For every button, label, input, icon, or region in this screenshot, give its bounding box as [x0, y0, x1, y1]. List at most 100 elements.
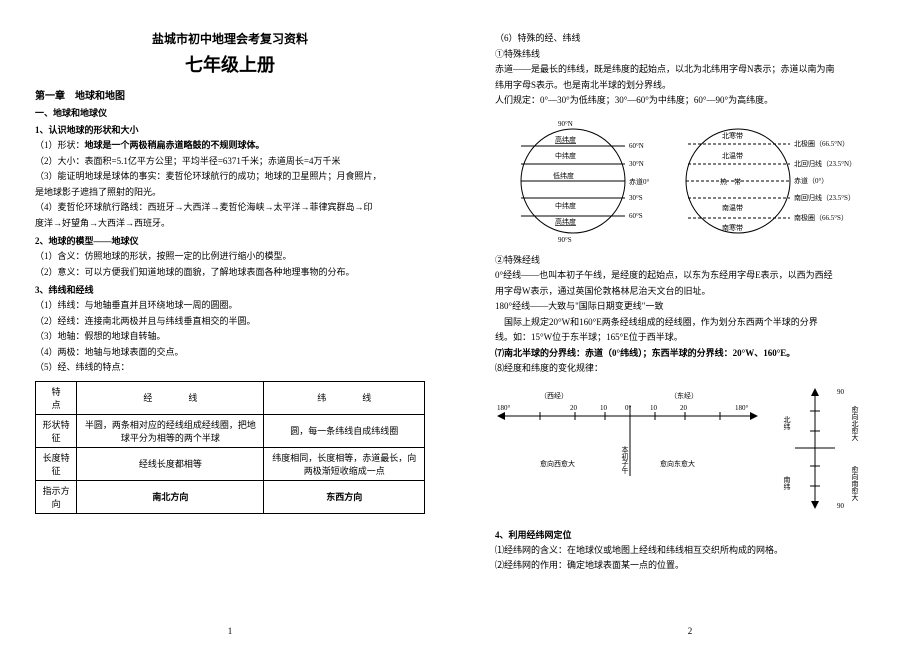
td: 形状特征 [36, 414, 77, 447]
body-line: （1）含义：仿照地球的形状，按照一定的比例进行缩小的模型。 [35, 250, 425, 264]
svg-label: 低纬度 [553, 171, 574, 180]
section-1: 一、地球和地球仪 [35, 106, 425, 119]
svg-label: 90 [837, 502, 845, 510]
svg-label: 南回归线（23.5°S） [794, 193, 855, 202]
svg-label: 北纬 [783, 416, 791, 431]
body-line: 赤道——是最长的纬线，既是纬度的起始点，以北为北纬用字母N表示；赤道以南为南 [495, 63, 885, 77]
diagram-row: 90°N 高纬度 中纬度 低纬度 中纬度 高纬度 90°S 60°N 30°N … [495, 116, 885, 246]
section-4: 4、利用经纬网定位 [495, 528, 885, 541]
body-line: （3）能证明地球是球体的事实：麦哲伦环球航行的成功；地球的卫星照片；月食照片， [35, 170, 425, 184]
txt: 圆，每一条纬线自成纬线圈 [290, 426, 398, 436]
table-row: 形状特征 半圆，两条相对应的经线组成经线圈，把地球平分为相等的两个半球 圆，每一… [36, 414, 425, 447]
chapter-heading: 第一章 地球和地图 [35, 87, 425, 102]
svg-label: 热 带 [720, 177, 741, 186]
td: 经线长度都相等 [77, 447, 264, 480]
section-1-3: 3、纬线和经线 [35, 283, 425, 296]
feature-table: 特 点 经 线 纬 线 形状特征 半圆，两条相对应的经线组成经线圈，把地球平分为… [35, 381, 425, 514]
svg-label: 10 [600, 404, 608, 412]
td: 半圆，两条相对应的经线组成经线圈，把地球平分为相等的两个半球 [77, 414, 264, 447]
svg-label: 愈向北愈大 [851, 405, 859, 442]
body-line: （2）经线：连接南北两极并且与纬线垂直相交的半圆。 [35, 315, 425, 329]
svg-label: 30°S [629, 194, 643, 202]
body-line: ⑴经纬网的含义：在地球仪或地图上经线和纬线相互交织所构成的网格。 [495, 544, 885, 558]
table-row: 指示方向 南北方向 东西方向 [36, 480, 425, 513]
svg-label: 90 [837, 388, 845, 396]
body-line: 用字母W表示，通过英国伦敦格林尼治天文台的旧址。 [495, 285, 885, 299]
svg-label: 中纬度 [555, 201, 576, 210]
page-number: 1 [0, 626, 460, 636]
body-line: 度洋→好望角→大西洋→西班牙。 [35, 217, 425, 231]
svg-label: 30°N [629, 160, 644, 168]
svg-label: 90°S [558, 236, 572, 244]
th: 特 点 [36, 381, 77, 414]
body-line: ①特殊纬线 [495, 48, 885, 62]
climate-zone-diagram: 北寒带 北温带 热 带 南温带 南寒带 北极圈（66.5°N） 北回归线（23.… [678, 116, 878, 246]
body-line: （4）两极：地轴与地球表面的交点。 [35, 346, 425, 360]
svg-label: 北极圈（66.5°N） [794, 139, 849, 148]
svg-label: 60°S [629, 212, 643, 220]
body-line: （2）大小：表面积=5.1亿平方公里；平均半径=6371千米；赤道周长=4万千米 [35, 155, 425, 169]
td: 南北方向 [77, 480, 264, 513]
td: 圆，每一条纬线自成纬线圈 [264, 414, 425, 447]
txt-bold: 地球是一个两极稍扁赤道略鼓的不规则球体。 [85, 140, 265, 150]
txt: 半圆，两条相对应的经线组成经线圈，把地球平分为相等的两个半球 [85, 420, 256, 443]
svg-label: 90°N [558, 120, 573, 128]
svg-label: 愈向南愈大 [851, 465, 859, 502]
body-line: 线。如：15°W位于东半球；165°E位于西半球。 [495, 331, 885, 345]
svg-label: 愈向东愈大 [660, 459, 695, 468]
td: 长度特征 [36, 447, 77, 480]
svg-label: （东经） [670, 391, 698, 400]
body-line: 人们规定：0°—30°为低纬度；30°—60°为中纬度；60°—90°为高纬度。 [495, 94, 885, 108]
svg-label: 20 [680, 404, 688, 412]
svg-label: 180° [497, 404, 511, 412]
td: 东西方向 [264, 480, 425, 513]
body-line: （1）形状：地球是一个两极稍扁赤道略鼓的不规则球体。 [35, 139, 425, 153]
table-row: 特 点 经 线 纬 线 [36, 381, 425, 414]
svg-label: 本初子午 [621, 445, 629, 475]
svg-label: 高纬度 [555, 217, 576, 226]
th: 经 线 [77, 381, 264, 414]
body-line: 0°经线——也叫本初子午线，是经度的起始点，以东为东经用字母E表示，以西为西经 [495, 269, 885, 283]
svg-label: 南温带 [722, 203, 743, 212]
table-row: 长度特征 经线长度都相等 纬度相同，长度相等，赤道最长，向两极渐短收缩成一点 [36, 447, 425, 480]
body-line: ⑵经纬网的作用：确定地球表面某一点的位置。 [495, 559, 885, 573]
txt: （1）形状： [35, 140, 85, 150]
section-1-2: 2、地球的模型——地球仪 [35, 234, 425, 247]
body-line: （4）麦哲伦环球航行路线：西班牙→大西洋→麦哲伦海峡→太平洋→菲律宾群岛→印 [35, 201, 425, 215]
body-line: （1）纬线：与地轴垂直并且环绕地球一周的圆圈。 [35, 299, 425, 313]
latitude-circle-diagram: 90°N 高纬度 中纬度 低纬度 中纬度 高纬度 90°S 60°N 30°N … [503, 116, 663, 246]
svg-label: 中纬度 [555, 151, 576, 160]
svg-label: 10 [650, 404, 658, 412]
svg-label: （西经） [540, 391, 568, 400]
body-line: 国际上规定20°W和160°E两条经线组成的经线圈，作为划分东西两个半球的分界 [495, 316, 885, 330]
body-line: （3）地轴：假想的地球自转轴。 [35, 330, 425, 344]
svg-label: 北温带 [722, 151, 743, 160]
svg-label: 高纬度 [555, 135, 576, 144]
section-1-1: 1、认识地球的形状和大小 [35, 123, 425, 136]
body-line: ⑺南北半球的分界线：赤道（0°纬线）；东西半球的分界线：20°W、160°E。 [495, 347, 885, 361]
svg-label: 0° [625, 404, 632, 412]
td: 纬度相同，长度相等，赤道最长，向两极渐短收缩成一点 [264, 447, 425, 480]
body-line: 是地球影子遮挡了照射的阳光。 [35, 186, 425, 200]
svg-label: 北寒带 [722, 131, 743, 140]
axis-diagram: （西经） （东经） 180° 20 10 0° 10 20 180° 本初子午 … [495, 386, 885, 518]
body-line: ②特殊经线 [495, 254, 885, 268]
svg-label: 180° [735, 404, 749, 412]
left-page: 盐城市初中地理会考复习资料 七年级上册 第一章 地球和地图 一、地球和地球仪 1… [0, 0, 460, 651]
th: 纬 线 [264, 381, 425, 414]
body-line: （6）特殊的经、纬线 [495, 32, 885, 46]
svg-label: 愈向西愈大 [540, 459, 575, 468]
svg-label: 南极圈（66.5°S） [794, 213, 848, 222]
svg-label: 南寒带 [722, 223, 743, 232]
doc-title: 盐城市初中地理会考复习资料 [35, 30, 425, 47]
body-line: ⑻经度和纬度的变化规律： [495, 362, 885, 376]
svg-label: 20 [570, 404, 578, 412]
page-number: 2 [460, 626, 920, 636]
body-line: （2）意义：可以方便我们知道地球的面貌，了解地球表面各种地理事物的分布。 [35, 266, 425, 280]
body-line: 纬用字母S表示。也是南北半球的划分界线。 [495, 79, 885, 93]
svg-label: 60°N [629, 142, 644, 150]
body-line: （5）经、纬线的特点： [35, 361, 425, 375]
body-line: 180°经线——大致与"国际日期变更线"一致 [495, 300, 885, 314]
svg-label: 赤道（0°） [794, 176, 828, 185]
svg-label: 赤道0° [629, 177, 649, 186]
